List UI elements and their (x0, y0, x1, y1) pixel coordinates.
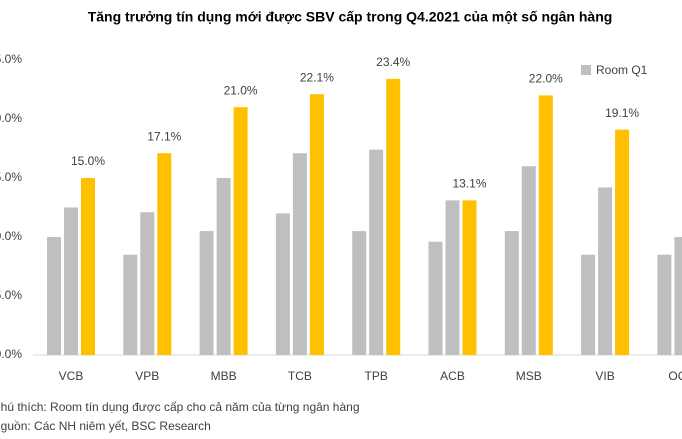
value-label: 15.0% (71, 154, 105, 168)
y-tick-label: 5.0% (0, 288, 22, 302)
value-label: 19.1% (605, 106, 639, 120)
bar (309, 94, 324, 355)
bar (216, 178, 231, 355)
value-label: 21.0% (224, 83, 258, 97)
legend-swatch (581, 65, 591, 75)
bar (581, 254, 596, 355)
footnote: Chú thích: Room tín dụng được cấp cho cả… (0, 400, 360, 414)
legend-label: Room Q1 (596, 63, 648, 77)
bar (81, 178, 95, 355)
bar (157, 153, 172, 355)
bar (275, 213, 290, 355)
bar (352, 231, 367, 355)
bar (462, 200, 477, 355)
x-tick-label: MBB (211, 369, 237, 383)
bar (233, 107, 248, 355)
y-tick-label: 10.0% (0, 229, 22, 243)
value-label: 17.1% (147, 129, 181, 143)
bar (521, 166, 536, 355)
value-label: 23.4% (376, 55, 410, 69)
chart-title: Tăng trưởng tín dụng mới được SBV cấp tr… (88, 9, 613, 25)
x-tick-label: VIB (595, 369, 614, 383)
x-tick-label: TCB (288, 369, 312, 383)
bar (615, 129, 630, 355)
bar (504, 231, 519, 355)
y-tick-label: 0.0% (0, 347, 22, 361)
value-label: 22.1% (300, 70, 334, 84)
bar (64, 207, 78, 355)
y-tick-label: 25.0% (0, 52, 22, 66)
bar (292, 153, 307, 355)
bar (674, 237, 682, 355)
bar (140, 212, 155, 355)
bar (445, 200, 460, 355)
bar (123, 254, 138, 355)
bar (428, 241, 443, 355)
x-tick-label: VPB (135, 369, 159, 383)
y-tick-label: 15.0% (0, 170, 22, 184)
value-label: 13.1% (452, 177, 486, 191)
x-tick-label: VCB (59, 369, 84, 383)
bar (538, 95, 553, 356)
bar (386, 78, 401, 355)
bar (657, 254, 672, 355)
bar (369, 149, 384, 355)
source: Nguồn: Các NH niêm yết, BSC Research (0, 419, 211, 433)
x-tick-label: MSB (516, 369, 542, 383)
x-tick-label: ACB (440, 369, 465, 383)
x-tick-label: TPB (365, 369, 388, 383)
x-tick-label: OCB (668, 369, 682, 383)
bar (47, 237, 61, 355)
bar (199, 231, 214, 355)
y-tick-label: 20.0% (0, 111, 22, 125)
bar (598, 187, 613, 355)
value-label: 22.0% (529, 72, 563, 86)
